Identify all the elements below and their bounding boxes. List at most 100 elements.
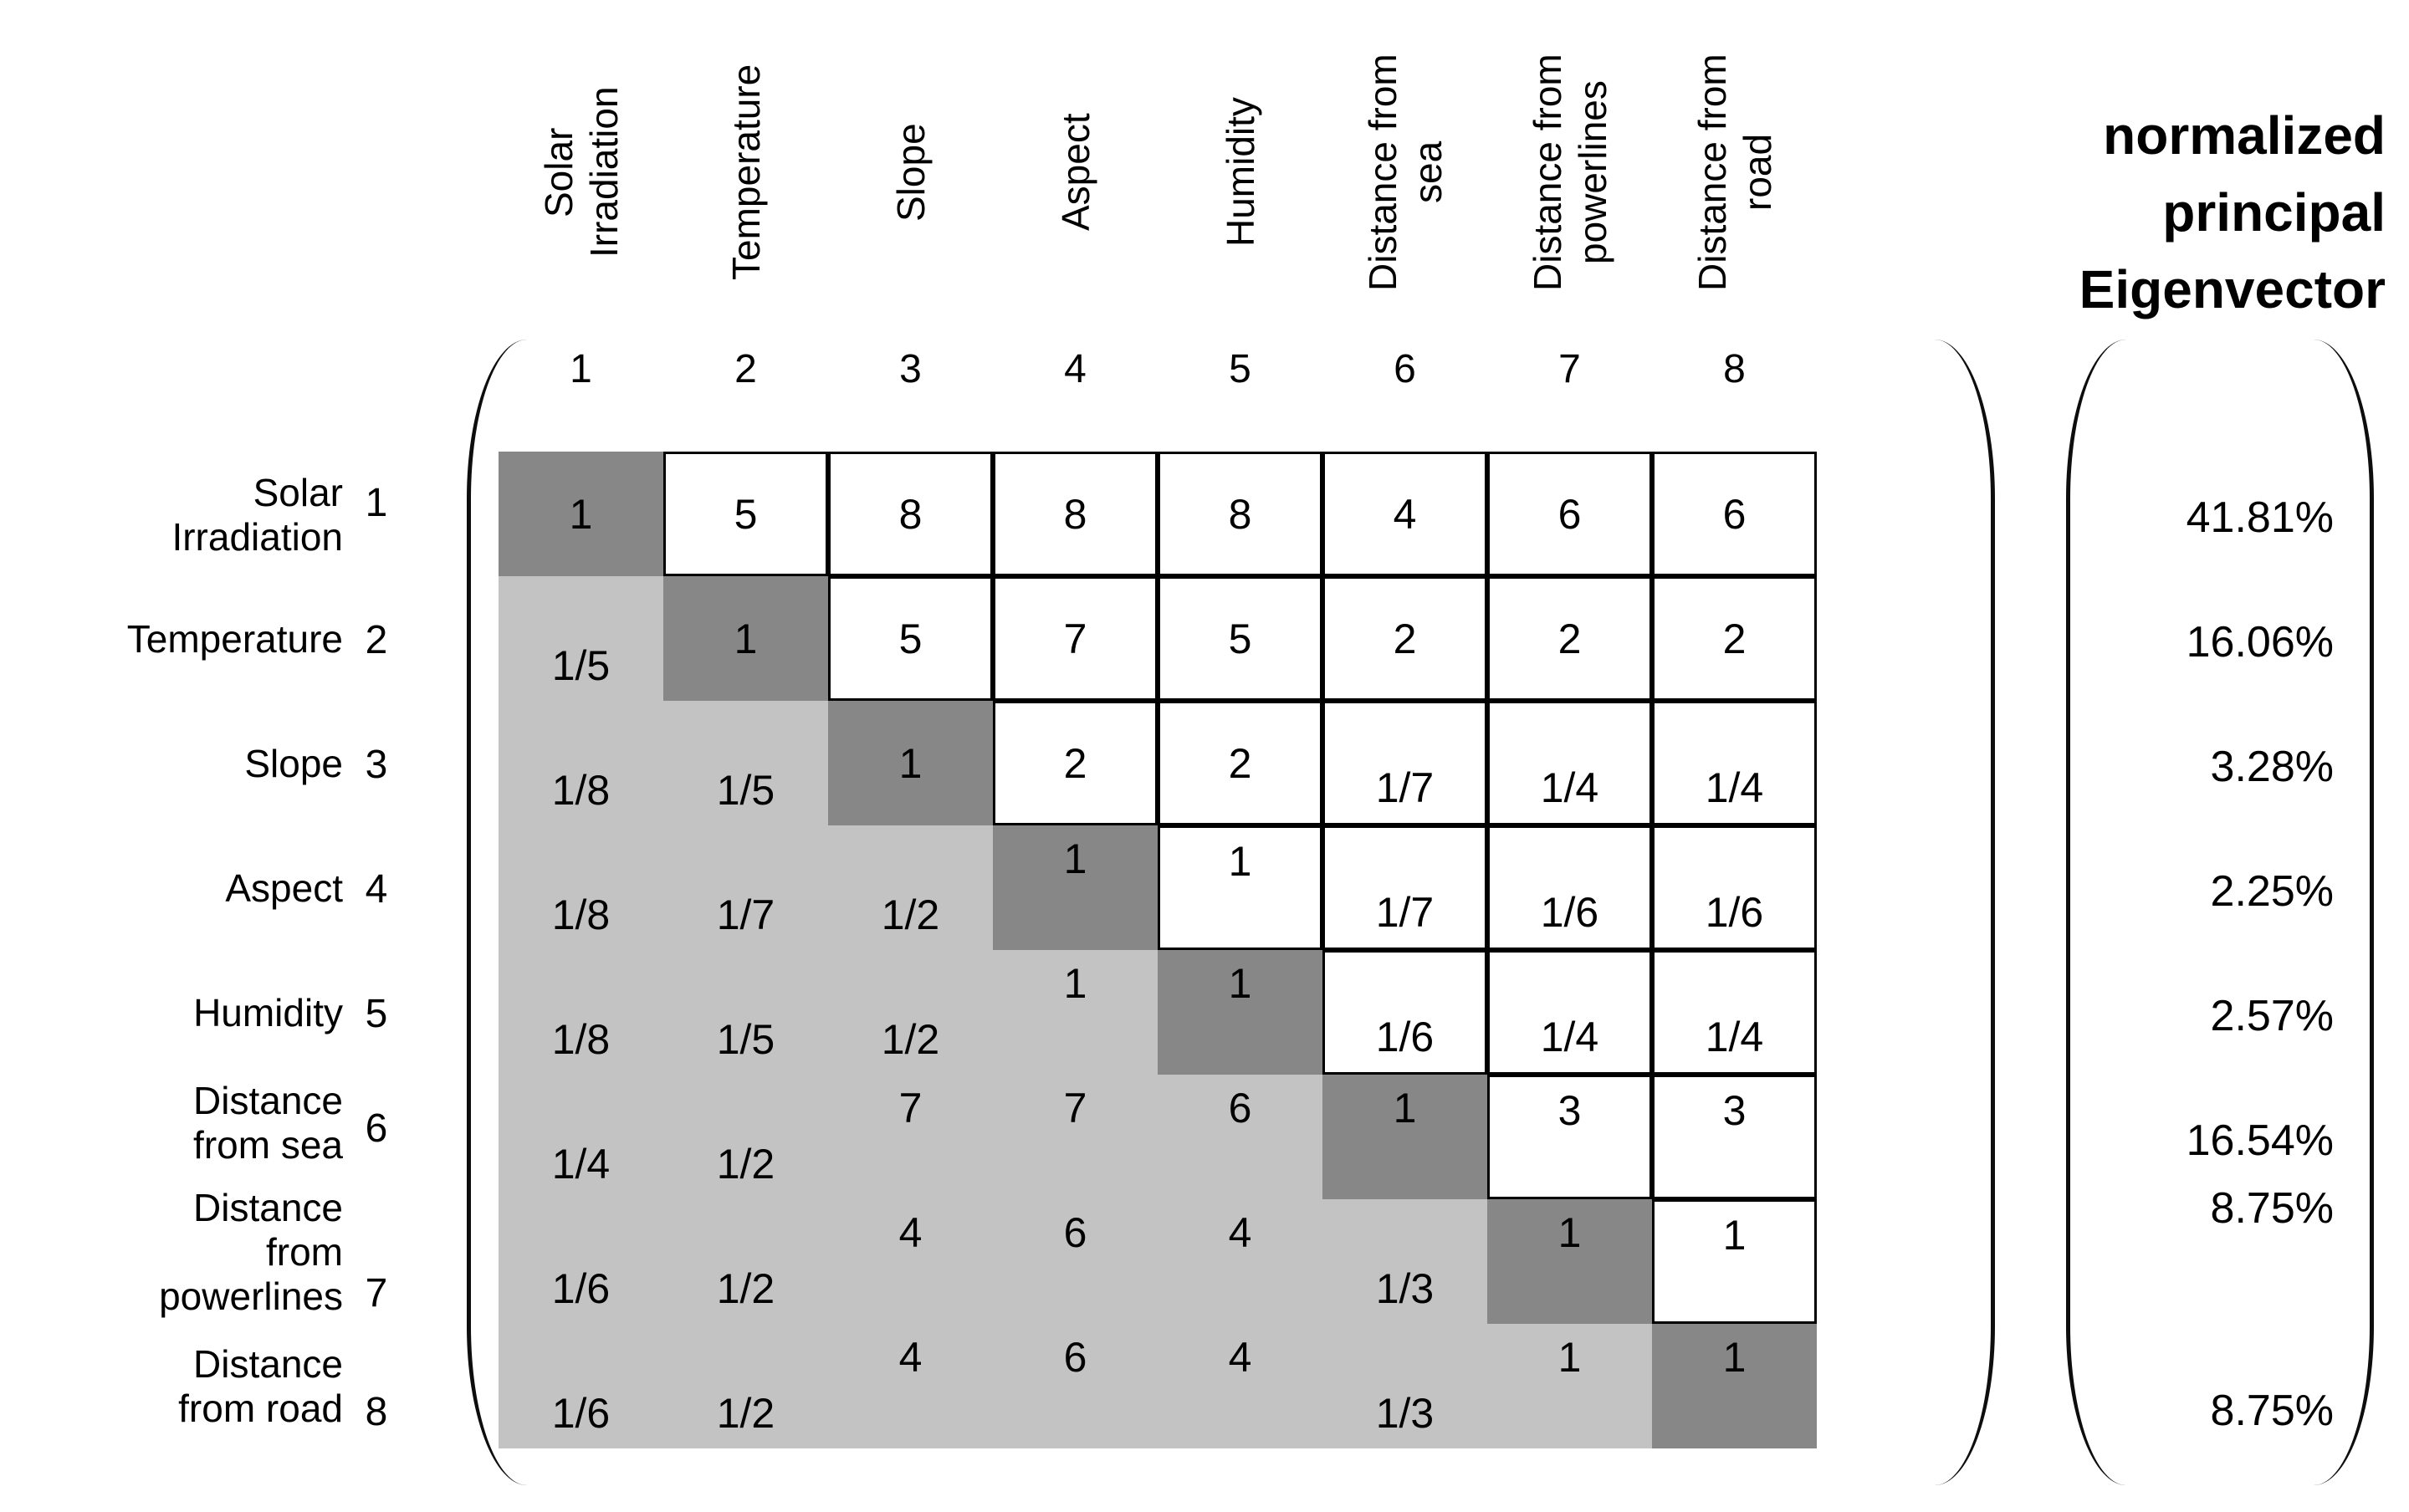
matrix-cell-value: 6 xyxy=(1063,1334,1087,1381)
matrix-cell-r4c1: 1/8 xyxy=(499,825,663,950)
eigenvector-value-4: 2.25% xyxy=(2210,867,2334,916)
matrix-cell-r5c6: 1/6 xyxy=(1322,950,1487,1075)
matrix-cell-value: 1 xyxy=(1228,838,1252,885)
eigenvector-value-1: 41.81% xyxy=(2186,493,2334,542)
matrix-cell-r6c5: 6 xyxy=(1158,1075,1322,1199)
column-index-2: 2 xyxy=(734,347,757,391)
matrix-cell-r1c3: 8 xyxy=(828,452,993,576)
matrix-cell-r6c1: 1/4 xyxy=(499,1075,663,1199)
matrix-cell-value: 5 xyxy=(734,490,758,538)
matrix-cell-r7c2: 1/2 xyxy=(663,1199,828,1324)
column-index-3: 3 xyxy=(899,347,922,391)
eigenvector-header: normalized principal Eigenvector xyxy=(1899,97,2386,328)
matrix-cell-r7c6: 1/3 xyxy=(1322,1199,1487,1324)
eigenvector-value-5: 2.57% xyxy=(2210,992,2334,1040)
matrix-cell-value: 1/2 xyxy=(716,1265,775,1312)
matrix-cell-value: 4 xyxy=(1228,1209,1252,1256)
matrix-cell-value: 1/6 xyxy=(1375,1014,1435,1060)
row-index-6: 6 xyxy=(365,1106,388,1151)
matrix-cell-value: 1/2 xyxy=(716,1141,775,1188)
matrix-cell-value: 1 xyxy=(1722,1212,1747,1259)
matrix-cell-r8c5: 4 xyxy=(1158,1324,1322,1448)
eigenvector-value-8: 8.75% xyxy=(2210,1387,2334,1435)
eigenvector-value-3: 3.28% xyxy=(2210,743,2334,791)
matrix-cell-r4c2: 1/7 xyxy=(663,825,828,950)
row-index-5: 5 xyxy=(365,992,388,1036)
matrix-cell-r1c2: 5 xyxy=(663,452,828,576)
column-index-8: 8 xyxy=(1723,347,1746,391)
matrix-cell-r3c2: 1/5 xyxy=(663,701,828,825)
matrix-cell-r7c5: 4 xyxy=(1158,1199,1322,1324)
matrix-cell-r6c2: 1/2 xyxy=(663,1075,828,1199)
matrix-cell-value: 6 xyxy=(1557,490,1582,538)
eigenvector-value-7: 8.75% xyxy=(2210,1184,2334,1233)
matrix-cell-value: 6 xyxy=(1722,490,1747,538)
column-index-1: 1 xyxy=(570,347,592,391)
matrix-cell-value: 1/2 xyxy=(881,1016,940,1063)
matrix-cell-r5c5: 1 xyxy=(1158,950,1322,1075)
matrix-cell-value: 8 xyxy=(1228,490,1252,538)
row-index-4: 4 xyxy=(365,867,388,912)
matrix-cell-r4c8: 1/6 xyxy=(1652,825,1817,950)
matrix-cell-r8c7: 1 xyxy=(1487,1324,1652,1448)
matrix-cell-r4c5: 1 xyxy=(1158,825,1322,950)
row-index-1: 1 xyxy=(365,481,388,525)
matrix-cell-value: 1/6 xyxy=(551,1265,611,1312)
matrix-cell-value: 2 xyxy=(1063,739,1087,787)
column-index-7: 7 xyxy=(1558,347,1581,391)
matrix-cell-value: 1/7 xyxy=(716,891,775,938)
matrix-cell-r8c4: 6 xyxy=(993,1324,1158,1448)
column-index-4: 4 xyxy=(1064,347,1087,391)
matrix-cell-r7c3: 4 xyxy=(828,1199,993,1324)
row-label-2: Temperature xyxy=(126,617,343,661)
matrix-cell-r7c1: 1/6 xyxy=(499,1199,663,1324)
row-index-2: 2 xyxy=(365,618,388,662)
matrix-cell-value: 4 xyxy=(898,1209,923,1256)
matrix-cell-value: 1/4 xyxy=(1540,1014,1599,1060)
matrix-cell-r5c8: 1/4 xyxy=(1652,950,1817,1075)
matrix-cell-value: 1 xyxy=(734,615,758,662)
matrix-cell-value: 1/5 xyxy=(551,642,611,689)
matrix-cell-value: 1/4 xyxy=(551,1141,611,1188)
matrix-cell-r8c8: 1 xyxy=(1652,1324,1817,1448)
row-label-5: Humidity xyxy=(193,991,343,1034)
eigenvector-left-bracket xyxy=(2066,340,2130,1485)
matrix-cell-value: 6 xyxy=(1063,1209,1087,1256)
column-label-5: Humidity xyxy=(1218,97,1262,248)
matrix-cell-r5c3: 1/2 xyxy=(828,950,993,1075)
row-index-8: 8 xyxy=(365,1390,388,1434)
row-index-3: 3 xyxy=(365,743,388,787)
matrix-cell-value: 2 xyxy=(1393,615,1417,662)
matrix-cell-value: 1 xyxy=(1393,1085,1417,1131)
matrix-cell-r8c3: 4 xyxy=(828,1324,993,1448)
column-label-8: Distance from road xyxy=(1690,54,1779,291)
matrix-cell-r1c8: 6 xyxy=(1652,452,1817,576)
matrix-cell-value: 1 xyxy=(898,739,923,787)
matrix-cell-value: 1/8 xyxy=(551,767,611,814)
matrix-cell-value: 1 xyxy=(1063,835,1087,882)
matrix-cell-r1c7: 6 xyxy=(1487,452,1652,576)
matrix-cell-r3c1: 1/8 xyxy=(499,701,663,825)
matrix-cell-r4c4: 1 xyxy=(993,825,1158,950)
matrix-cell-r6c8: 3 xyxy=(1652,1075,1817,1199)
matrix-cell-value: 1/5 xyxy=(716,1016,775,1063)
matrix-cell-value: 1/8 xyxy=(551,891,611,938)
matrix-left-bracket xyxy=(467,340,531,1485)
matrix-cell-r6c6: 1 xyxy=(1322,1075,1487,1199)
matrix-cell-value: 1/4 xyxy=(1705,764,1764,811)
row-label-6: Distance from sea xyxy=(193,1079,343,1167)
matrix-cell-r2c6: 2 xyxy=(1322,576,1487,701)
matrix-cell-value: 6 xyxy=(1228,1085,1252,1131)
matrix-cell-value: 4 xyxy=(1393,490,1417,538)
matrix-cell-r2c3: 5 xyxy=(828,576,993,701)
matrix-cell-r1c5: 8 xyxy=(1158,452,1322,576)
row-index-7: 7 xyxy=(365,1271,388,1315)
matrix-cell-r3c5: 2 xyxy=(1158,701,1322,825)
matrix-cell-r2c1: 1/5 xyxy=(499,576,663,701)
matrix-cell-value: 8 xyxy=(1063,490,1087,538)
matrix-cell-r5c4: 1 xyxy=(993,950,1158,1075)
matrix-cell-r3c4: 2 xyxy=(993,701,1158,825)
matrix-cell-value: 1/7 xyxy=(1375,889,1435,936)
matrix-cell-value: 7 xyxy=(898,1085,923,1131)
row-label-7: Distance from powerlines xyxy=(159,1186,343,1318)
